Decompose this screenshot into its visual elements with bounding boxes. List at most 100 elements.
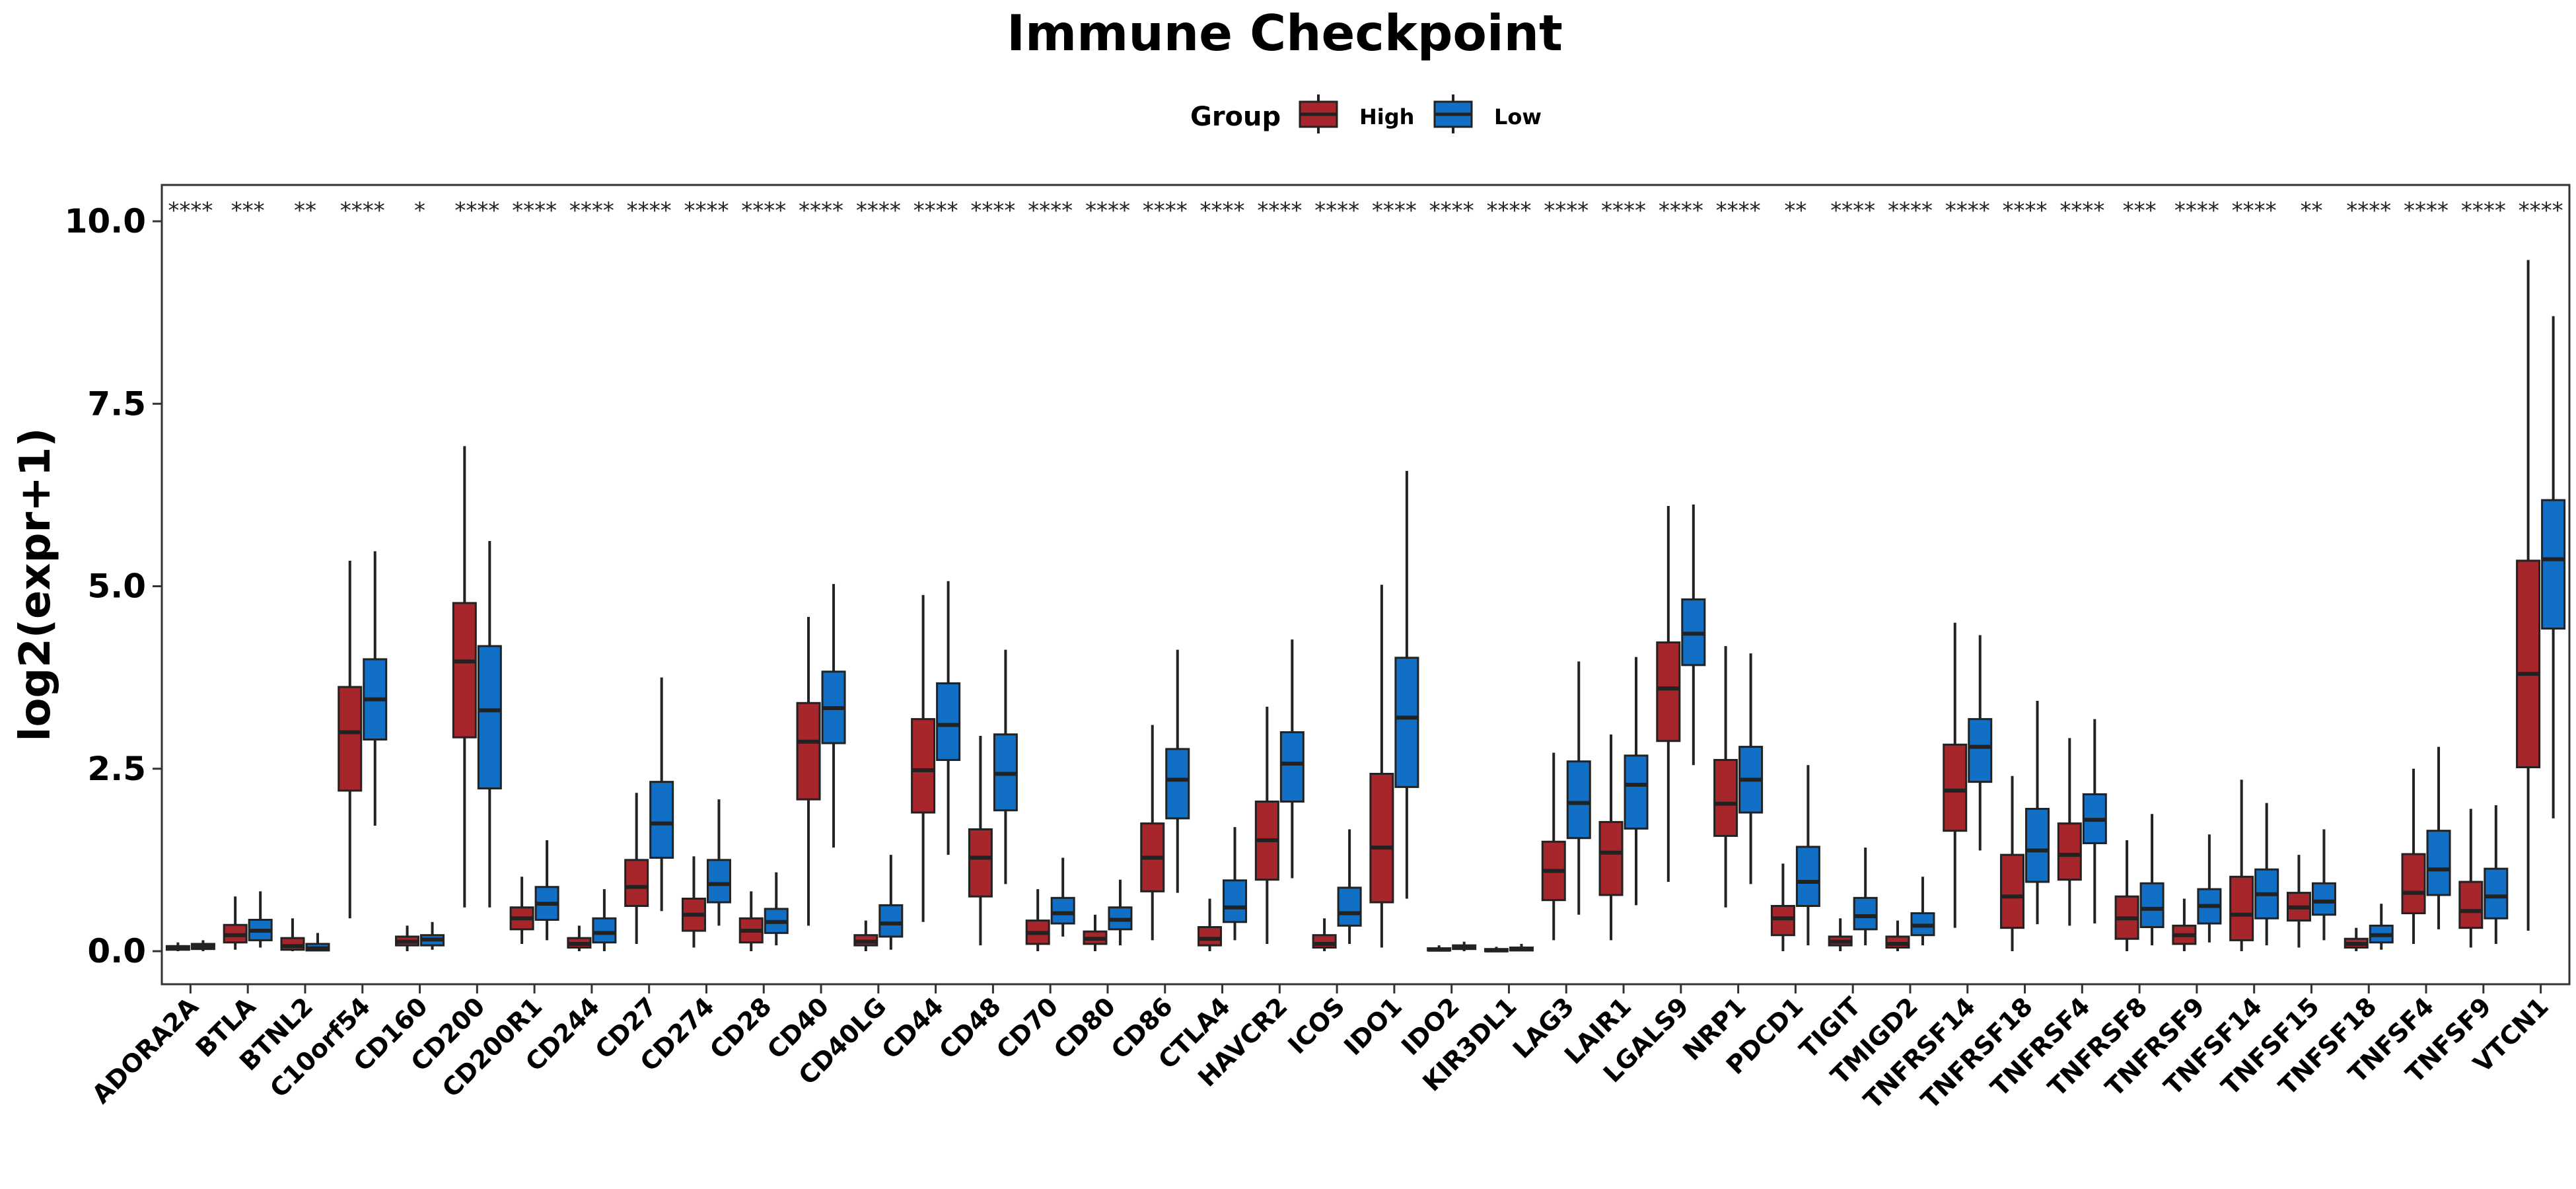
box-high: [165, 942, 190, 951]
box-high: [1140, 725, 1165, 941]
significance-label: ****: [1200, 198, 1245, 224]
box-low: [2311, 829, 2336, 941]
box-high: [452, 446, 477, 908]
significance-label: *: [414, 198, 425, 224]
legend: Group High Low: [1190, 94, 1542, 133]
box-high: [968, 736, 993, 946]
box-body: [1198, 926, 1223, 947]
y-tick-label: 10.0: [65, 202, 146, 240]
significance-label: ****: [569, 198, 614, 224]
significance-label: ****: [1544, 198, 1589, 224]
box-body: [1598, 820, 1624, 896]
significance-label: ****: [1257, 198, 1302, 224]
significance-label: ****: [2174, 198, 2219, 224]
significance-label: ****: [1028, 198, 1073, 224]
box-low: [2139, 814, 2165, 946]
box-low: [1452, 941, 1477, 951]
box-body: [338, 686, 363, 792]
box-body: [1223, 879, 1248, 923]
legend-label: High: [1359, 104, 1414, 129]
box-low: [2369, 904, 2394, 950]
significance-label: ****: [1085, 198, 1130, 224]
box-low: [2025, 700, 2050, 925]
box-low: [2254, 803, 2279, 946]
box-body: [1624, 754, 1649, 830]
significance-label: ****: [627, 198, 672, 224]
significance-label: ****: [168, 198, 213, 224]
box-low: [1223, 827, 1248, 941]
box-body: [2541, 499, 2566, 630]
significance-labels: **** *** ** **** * **** **** **** **** **** **** **…: [168, 198, 2563, 224]
y-tick-label: 2.5: [87, 750, 146, 788]
box-high: [2229, 779, 2254, 951]
box-high: [2401, 768, 2426, 944]
box-high: [2286, 855, 2311, 948]
box-body: [1050, 896, 1075, 925]
x-tick-label: CD48: [933, 991, 1007, 1065]
box-body: [1656, 641, 1681, 742]
significance-label: ****: [2232, 198, 2277, 224]
box-low: [1108, 879, 1133, 946]
significance-label: ****: [2346, 198, 2391, 224]
legend-label: Low: [1494, 104, 1542, 129]
box-high: [1541, 752, 1566, 941]
box-body: [649, 781, 674, 859]
box-low: [1509, 943, 1534, 952]
significance-label: ****: [1314, 198, 1359, 224]
significance-label: ***: [2123, 198, 2157, 224]
box-low: [534, 840, 559, 941]
significance-label: ****: [2059, 198, 2104, 224]
significance-label: ****: [340, 198, 385, 224]
box-low: [706, 799, 731, 926]
significance-label: ****: [1888, 198, 1933, 224]
y-tick-label: 5.0: [87, 567, 146, 606]
box-low: [248, 891, 273, 948]
box-body: [1165, 748, 1190, 820]
significance-label: ***: [231, 198, 265, 224]
x-tick-label: CD28: [704, 991, 777, 1065]
box-body: [1394, 657, 1419, 788]
legend-item-high: High: [1299, 94, 1414, 133]
box-body: [911, 718, 936, 814]
box-low: [2426, 746, 2451, 929]
box-low: [649, 677, 674, 912]
box-body: [706, 859, 731, 904]
box-body: [1943, 743, 1968, 832]
chart-title: Immune Checkpoint: [1007, 4, 1563, 62]
box-low: [1738, 653, 1764, 884]
significance-label: ****: [454, 198, 499, 224]
box-series: [165, 260, 2566, 953]
significance-label: ****: [2404, 198, 2449, 224]
significance-label: ****: [799, 198, 843, 224]
box-body: [936, 682, 961, 761]
significance-label: ****: [741, 198, 786, 224]
significance-label: ****: [1601, 198, 1646, 224]
box-body: [624, 859, 649, 907]
significance-label: ****: [970, 198, 1015, 224]
box-low: [1337, 829, 1362, 944]
box-high: [2000, 775, 2025, 951]
box-low: [1394, 470, 1419, 899]
box-high: [1427, 945, 1452, 952]
box-body: [1968, 718, 1993, 783]
y-tick-label: 0.0: [87, 932, 146, 970]
box-low: [821, 584, 846, 848]
box-low: [477, 540, 502, 908]
box-body: [2057, 822, 2082, 881]
box-high: [395, 925, 420, 951]
significance-label: **: [2300, 198, 2322, 224]
box-high: [1713, 646, 1738, 908]
box-body: [592, 917, 617, 944]
significance-label: ****: [512, 198, 557, 224]
box-body: [1279, 731, 1305, 803]
box-high: [338, 560, 363, 919]
box-body: [1369, 772, 1394, 904]
box-low: [878, 855, 904, 950]
significance-label: ****: [1945, 198, 1990, 224]
box-high: [1484, 947, 1509, 953]
box-body: [1853, 896, 1878, 931]
box-body: [796, 702, 821, 801]
box-body: [1566, 760, 1591, 840]
x-tick-label: CD80: [1048, 991, 1122, 1065]
